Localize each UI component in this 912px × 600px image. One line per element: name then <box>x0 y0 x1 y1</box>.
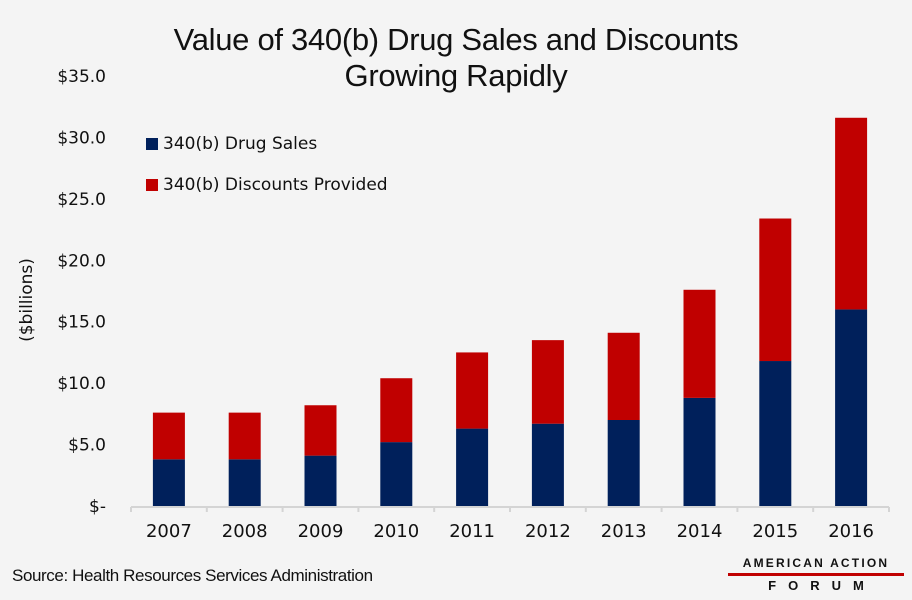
x-tick-label: 2008 <box>222 521 268 542</box>
x-tick-label: 2010 <box>373 521 419 542</box>
bar-drug-sales-2016 <box>835 309 868 506</box>
bar-discounts-2015 <box>759 218 792 362</box>
legend-label-discounts: 340(b) Discounts Provided <box>163 175 388 195</box>
y-tick-label: $30.0 <box>57 128 106 148</box>
bar-discounts-2010 <box>380 378 413 443</box>
x-tick-label: 2012 <box>525 521 571 542</box>
y-axis-ticks: $- $5.0 $10.0 $15.0 $20.0 $25.0 $30.0 $35.0 <box>57 67 106 517</box>
bar-discounts-2007 <box>152 412 185 460</box>
y-tick-label: $20.0 <box>57 251 106 271</box>
y-tick-label: $35.0 <box>57 67 106 87</box>
bar-discounts-2009 <box>304 405 337 456</box>
bar-drug-sales-2012 <box>531 423 564 506</box>
y-tick-label: $5.0 <box>68 436 106 456</box>
bar-drug-sales-2014 <box>683 397 716 506</box>
legend-swatch-drug-sales <box>146 138 158 150</box>
legend-swatch-discounts <box>146 179 158 191</box>
bar-discounts-2008 <box>228 412 261 460</box>
chart-title-line-2: Growing Rapidly <box>344 58 568 93</box>
x-tick-label: 2016 <box>828 521 874 542</box>
bars <box>152 117 868 506</box>
bar-drug-sales-2013 <box>607 420 640 506</box>
x-tick-label: 2014 <box>677 521 723 542</box>
x-axis: 2007 2008 2009 2010 2011 2012 2013 2014 2015 2016 <box>130 506 890 542</box>
logo-text-bottom: FORUM <box>768 578 876 593</box>
logo-rule <box>728 573 904 576</box>
source-note: Source: Health Resources Services Admini… <box>12 566 373 585</box>
american-action-forum-logo: AMERICAN ACTION FORUM <box>728 556 904 593</box>
x-tick-label: 2007 <box>146 521 192 542</box>
bar-drug-sales-2009 <box>304 455 337 506</box>
x-tick-label: 2013 <box>601 521 647 542</box>
bar-drug-sales-2010 <box>380 442 413 506</box>
legend-label-drug-sales: 340(b) Drug Sales <box>163 134 318 154</box>
logo-text-top: AMERICAN ACTION <box>742 556 890 570</box>
bar-drug-sales-2007 <box>152 459 185 506</box>
legend-item-discounts: 340(b) Discounts Provided <box>146 175 388 195</box>
x-tick-label: 2009 <box>298 521 344 542</box>
bar-discounts-2013 <box>607 332 640 420</box>
bar-drug-sales-2008 <box>228 459 261 506</box>
y-axis-label: ($billions) <box>17 258 37 342</box>
x-tick-label: 2011 <box>449 521 495 542</box>
y-tick-label: $10.0 <box>57 374 106 394</box>
bar-discounts-2016 <box>835 117 868 310</box>
y-tick-label: $- <box>89 497 106 517</box>
chart-title-line-1: Value of 340(b) Drug Sales and Discounts <box>173 22 739 57</box>
bar-drug-sales-2011 <box>456 428 489 506</box>
legend-item-drug-sales: 340(b) Drug Sales <box>146 134 317 154</box>
x-tick-label: 2015 <box>752 521 798 542</box>
bar-discounts-2011 <box>456 352 489 429</box>
y-tick-label: $15.0 <box>57 313 106 333</box>
bar-discounts-2014 <box>683 289 716 398</box>
bar-drug-sales-2015 <box>759 361 792 506</box>
bar-discounts-2012 <box>531 340 564 424</box>
y-tick-label: $25.0 <box>57 190 106 210</box>
